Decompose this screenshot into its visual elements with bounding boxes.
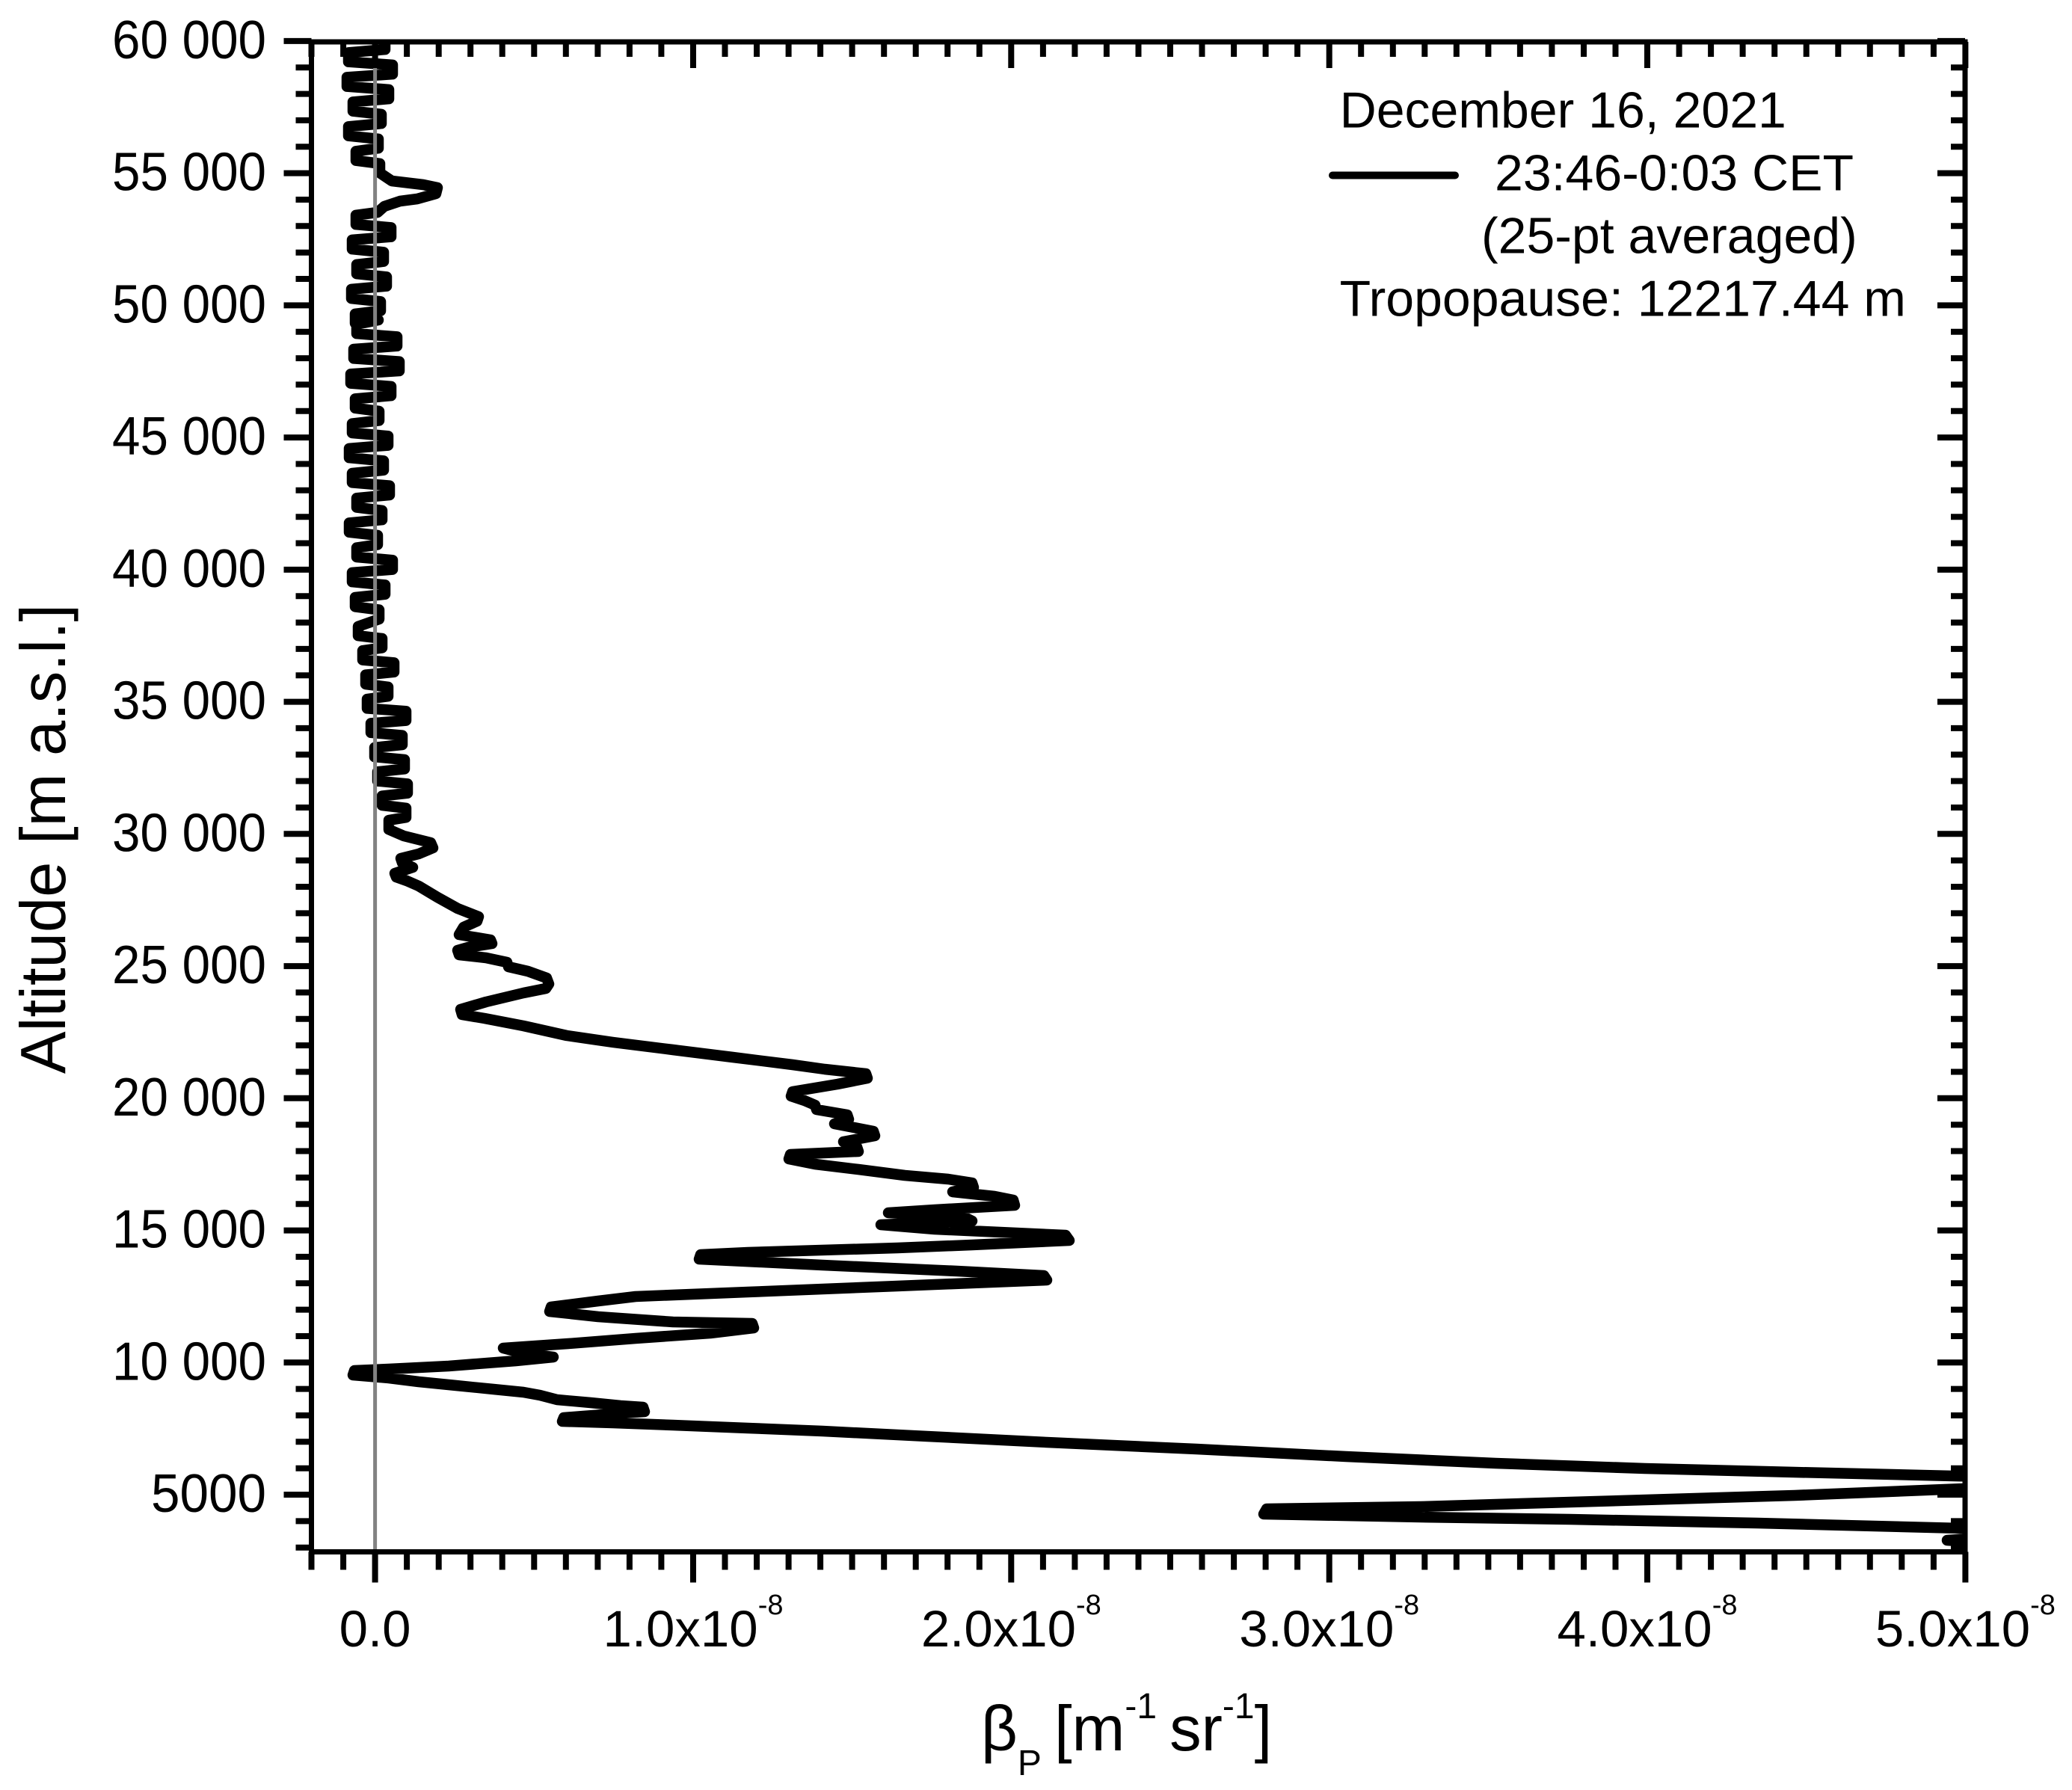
- svg-text:35 000: 35 000: [112, 671, 266, 731]
- svg-text:40 000: 40 000: [112, 539, 266, 599]
- svg-text:30 000: 30 000: [112, 803, 266, 863]
- svg-text:55 000: 55 000: [112, 143, 266, 203]
- svg-text:5.0x10-8: 5.0x10-8: [1875, 1590, 2056, 1658]
- svg-text:Tropopause: 12217.44 m: Tropopause: 12217.44 m: [1340, 271, 1906, 327]
- svg-text:(25-pt averaged): (25-pt averaged): [1481, 208, 1857, 265]
- svg-text:45 000: 45 000: [112, 407, 266, 467]
- svg-text:60 000: 60 000: [112, 10, 266, 70]
- svg-text:2.0x10-8: 2.0x10-8: [921, 1590, 1101, 1658]
- svg-text:1.0x10-8: 1.0x10-8: [603, 1590, 784, 1658]
- svg-text:15 000: 15 000: [112, 1200, 266, 1260]
- svg-text:25 000: 25 000: [112, 935, 266, 995]
- svg-text:December 16, 2021: December 16, 2021: [1340, 82, 1786, 139]
- svg-text:5000: 5000: [151, 1464, 266, 1524]
- svg-text:3.0x10-8: 3.0x10-8: [1239, 1590, 1419, 1658]
- svg-text:4.0x10-8: 4.0x10-8: [1558, 1590, 1738, 1658]
- svg-text:23:46-0:03 CET: 23:46-0:03 CET: [1495, 145, 1854, 202]
- svg-text:Altitude [m a.s.l.]: Altitude [m a.s.l.]: [8, 604, 79, 1074]
- svg-text:50 000: 50 000: [112, 274, 266, 334]
- svg-text:0.0: 0.0: [339, 1600, 411, 1658]
- svg-text:20 000: 20 000: [112, 1068, 266, 1128]
- svg-text:10 000: 10 000: [112, 1332, 266, 1391]
